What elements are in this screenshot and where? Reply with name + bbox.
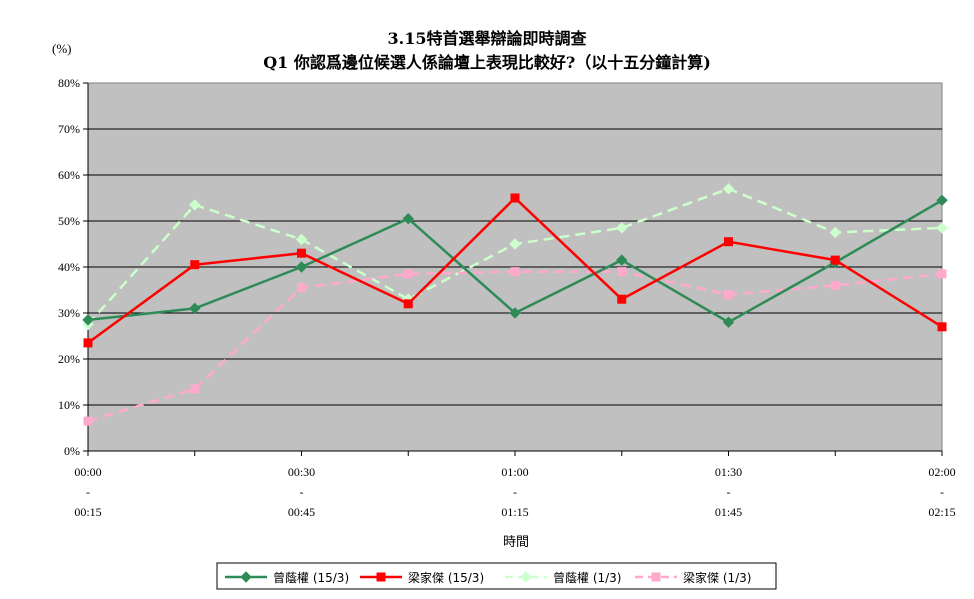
x-axis-label: 時間 [503,535,529,550]
legend-item-2: 曾蔭權 (1/3) [505,571,622,585]
data-point [295,261,308,273]
legend-swatch-marker [240,571,252,583]
x-tick-label-bottom: 01:15 [501,505,528,519]
series-1 [83,193,947,348]
x-tick-label-dash: - [86,485,90,499]
legend: 曾蔭權 (15/3) 梁家傑 (15/3) 曾蔭權 (1/3) 梁家傑 (1/3) [225,570,752,585]
data-point [936,194,948,207]
legend-swatch-marker [651,572,661,582]
data-point [724,290,733,300]
x-tick-label-top: 00:30 [288,465,315,479]
y-tick-label: 60% [58,168,80,182]
data-point [830,255,840,265]
series-2 [82,183,948,331]
legend-item-3: 梁家傑 (1/3) [635,570,752,585]
y-tick-label: 10% [58,398,80,412]
x-tick-label-bottom: 01:45 [715,505,742,519]
legend-swatch-marker [376,572,386,582]
series-0 [82,194,948,328]
data-point [937,269,947,279]
x-tick-label-dash: - [300,485,304,499]
data-point [724,237,733,247]
data-point [509,307,521,319]
x-tick-label-dash: - [940,485,944,499]
legend-label: 曾蔭權 (1/3) [553,571,622,585]
legend-swatch-marker [520,571,532,583]
data-point [402,212,414,225]
data-point [722,316,735,328]
data-point [830,280,840,290]
y-tick-label: 20% [58,352,80,366]
legend-item-0: 曾蔭權 (15/3) [225,571,349,585]
data-point [189,199,201,211]
data-point [616,254,628,266]
y-axis: 0% 10% 20% 30% 40% 50% 60% 70% 80% [58,76,89,458]
data-point [937,322,947,332]
data-point [617,294,627,304]
data-point [403,299,413,309]
data-point [297,248,306,258]
chart-subtitle: Q1 你認爲邊位候選人係論壇上表現比較好?（以十五分鐘計算) [263,53,711,72]
data-point [82,314,94,326]
data-point [83,338,93,348]
x-tick-label-top: 00:00 [74,465,101,479]
legend-label: 梁家傑 (1/3) [683,570,752,585]
data-point [295,233,308,246]
x-tick-label-bottom: 02:15 [928,505,955,519]
y-tick-label: 80% [58,76,80,90]
y-tick-label: 50% [58,214,80,228]
data-point [617,267,627,277]
x-tick-label-top: 01:30 [715,465,742,479]
series-3 [83,267,947,426]
data-point [190,260,200,270]
y-axis-unit: (%) [52,41,72,56]
x-tick-label-top: 01:00 [501,465,528,479]
data-point [510,193,520,203]
data-point [616,222,628,234]
data-point [403,269,413,279]
data-point [83,416,93,426]
data-point [297,283,306,293]
data-point [189,302,201,315]
x-tick-label-bottom: 00:15 [74,505,101,519]
x-tick-label-bottom: 00:45 [288,505,315,519]
y-tick-label: 30% [58,306,80,320]
y-tick-label: 40% [58,260,80,274]
y-tick-label: 0% [64,444,80,458]
y-tick-label: 70% [58,122,80,136]
legend-box [216,562,777,590]
series-layer [82,183,948,426]
legend-label: 曾蔭權 (15/3) [273,571,349,585]
x-tick-label-dash: - [513,485,517,499]
grid-lines [88,128,942,406]
chart-title: 3.15特首選舉辯論即時調查 [388,29,587,48]
data-point [829,226,841,239]
legend-label: 梁家傑 (15/3) [408,570,484,585]
x-axis: 00:00 - 00:15 00:30 - 00:45 01:00 - 01:15 01:30 - 0… [74,450,956,519]
data-point [509,238,521,250]
legend-item-1: 梁家傑 (15/3) [360,570,484,585]
data-point [510,267,520,277]
data-point [722,183,735,195]
x-tick-label-top: 02:00 [928,465,955,479]
x-tick-label-dash: - [727,485,731,499]
data-point [936,222,948,234]
data-point [190,384,200,394]
